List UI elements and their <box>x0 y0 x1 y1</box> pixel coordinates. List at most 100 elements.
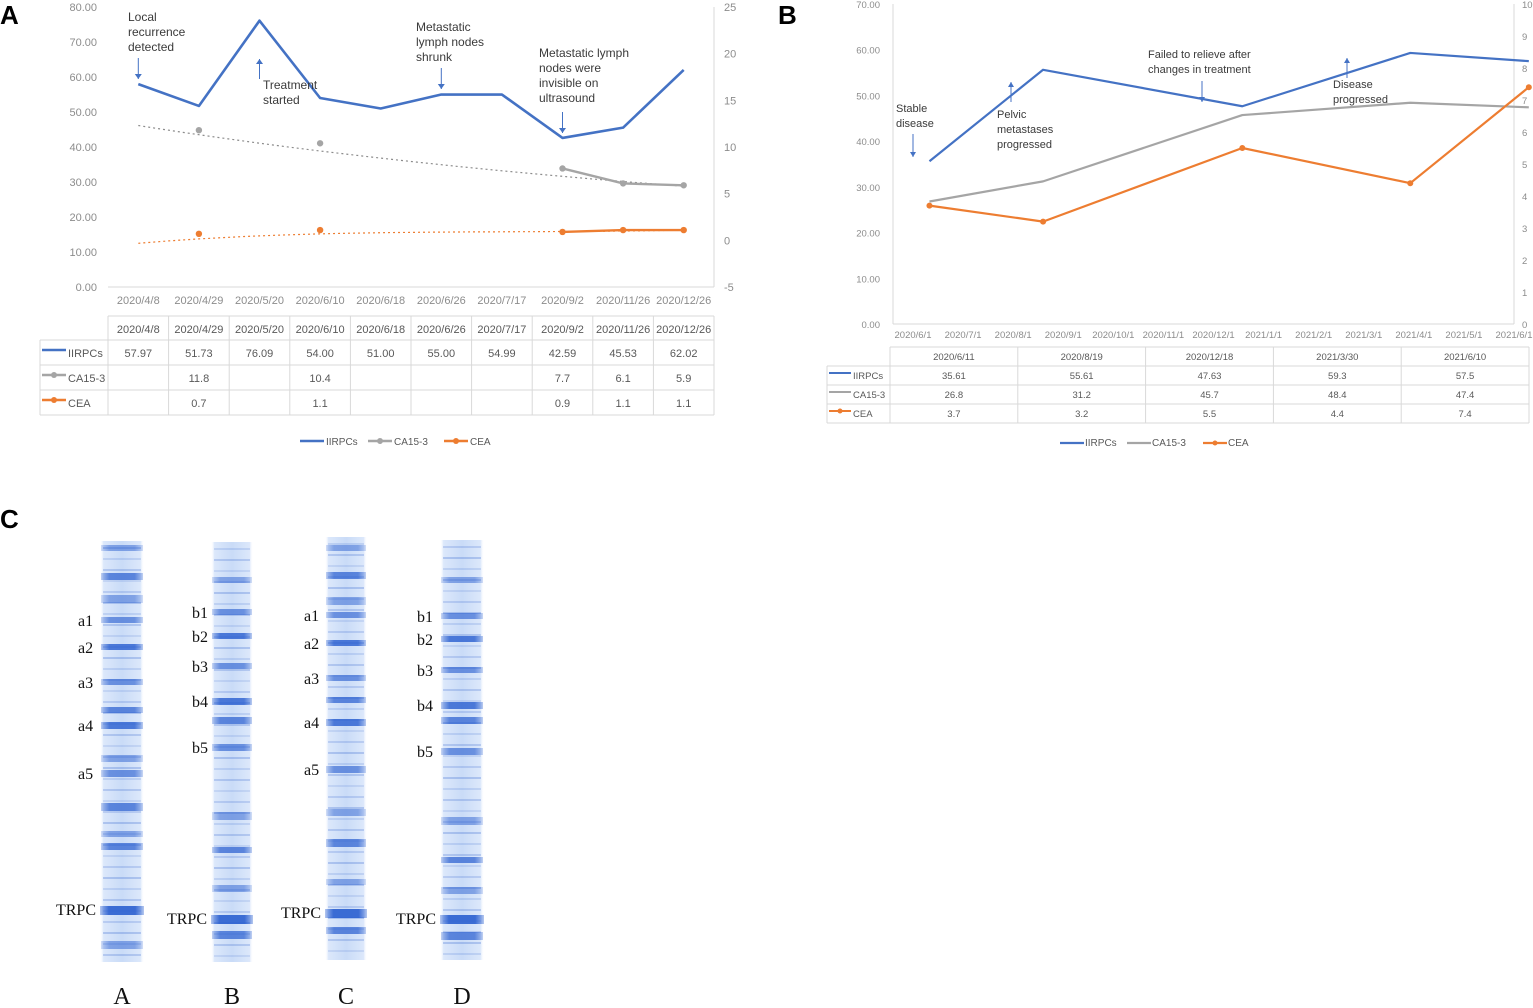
x-tick-label: 2020/6/1 <box>895 330 932 341</box>
panel-a-ticks: 0.00 10.00 20.00 30.00 40.00 50.00 60.00 70.00 8… <box>69 2 736 307</box>
gel-band-label: b1 <box>417 609 433 626</box>
cea-point <box>1407 180 1414 187</box>
table-header-cell: 2020/4/29 <box>174 324 223 336</box>
table-cell: 7.7 <box>555 373 570 385</box>
gel-band <box>212 698 252 705</box>
right-tick-label: 20 <box>724 49 736 61</box>
gel-band <box>441 887 483 894</box>
gel-band <box>101 707 143 713</box>
gel-band-label: a5 <box>304 762 319 779</box>
annotation-text: Disease <box>1333 79 1373 91</box>
gel-faint-band <box>443 832 481 834</box>
annotation-text: Treatment <box>263 78 318 92</box>
gel-faint-band <box>214 790 250 792</box>
left-tick-label: 70.00 <box>856 0 880 11</box>
gel-faint-band <box>103 701 141 703</box>
panel-c-gel: a1 a2 a3 a4 a5 TRPC Ab1 b2 b3 b4 b5 TRPC Ba1 a2 a3 a4 a5… <box>56 537 484 1008</box>
gel-lane-label: B <box>224 984 240 1008</box>
gel-faint-band <box>103 591 141 593</box>
gel-faint-band <box>103 734 141 736</box>
gel-faint-band <box>443 623 481 625</box>
right-tick-label: 9 <box>1522 32 1527 43</box>
gel-band-label: a2 <box>78 640 93 657</box>
gel-faint-band <box>214 548 250 550</box>
table-cell: 55.61 <box>1070 371 1094 382</box>
gel-band <box>212 812 252 820</box>
annotation-text: disease <box>896 118 934 130</box>
gel-faint-band <box>328 807 364 809</box>
gel-faint-band <box>103 558 141 560</box>
legend-label: CA15-3 <box>1152 438 1186 449</box>
gel-trpc-label: TRPC <box>396 911 436 928</box>
table-cell: 55.00 <box>428 348 456 360</box>
right-tick-label: 8 <box>1522 64 1527 75</box>
gel-band <box>212 847 252 853</box>
gel-band <box>101 941 143 949</box>
gel-faint-band <box>443 843 481 845</box>
gel-faint-band <box>103 778 141 780</box>
annotation-text: Stable <box>896 103 927 115</box>
gel-faint-band <box>103 932 141 934</box>
panel-c: C a1 a2 a3 a4 a5 TRPC Ab1 b2 b3 b4 b5 TRPC Ba1 a2 a3 a4… <box>0 504 484 1008</box>
gel-band <box>441 613 483 619</box>
annotation: Disease progressed <box>1333 58 1388 106</box>
annotation-text: changes in treatment <box>1148 64 1251 76</box>
gel-band <box>326 612 366 618</box>
gel-band <box>441 577 483 583</box>
panel-b-legend: IIRPCs CA15-3 CEA <box>1060 438 1249 449</box>
gel-band-label: b5 <box>417 744 433 761</box>
table-cell: 57.97 <box>125 348 153 360</box>
gel-faint-band <box>328 950 364 952</box>
gel-faint-band <box>443 645 481 647</box>
annotation-arrowhead <box>559 128 566 133</box>
gel-faint-band <box>328 664 364 666</box>
x-tick-label: 2020/6/10 <box>296 295 345 307</box>
gel-faint-band <box>328 653 364 655</box>
table-legend-marker <box>837 408 843 414</box>
right-tick-label: 6 <box>1522 128 1527 139</box>
table-header-cell: 2020/11/26 <box>596 324 650 336</box>
cea-point <box>926 202 933 209</box>
gel-faint-band <box>103 613 141 615</box>
annotation-text: lymph nodes <box>416 35 484 49</box>
gel-faint-band <box>443 557 481 559</box>
left-tick-label: 40.00 <box>69 142 97 154</box>
right-tick-label: 2 <box>1522 256 1527 267</box>
gel-band-label: a3 <box>304 671 319 688</box>
gel-trpc-label: TRPC <box>167 911 207 928</box>
gel-faint-band <box>328 752 364 754</box>
gel-faint-band <box>103 789 141 791</box>
panel-c-label: C <box>0 504 19 534</box>
left-tick-label: 10.00 <box>69 247 97 259</box>
x-tick-label: 2020/12/1 <box>1192 330 1234 341</box>
left-tick-label: 60.00 <box>856 46 880 57</box>
gel-faint-band <box>214 779 250 781</box>
gel-faint-band <box>103 888 141 890</box>
gel-faint-band <box>328 730 364 732</box>
ca15-3-line <box>929 101 1529 203</box>
panel-b-grid <box>892 4 1515 325</box>
gel-faint-band <box>103 580 141 582</box>
annotation-arrowhead <box>1199 97 1205 102</box>
panel-a-grid <box>108 7 715 288</box>
cea-point <box>1040 218 1047 225</box>
gel-band <box>326 719 366 726</box>
annotation-arrowhead <box>256 59 263 64</box>
table-cell: 54.99 <box>488 348 516 360</box>
gel-lane-label: C <box>338 984 354 1008</box>
gel-faint-band <box>103 921 141 923</box>
annotation-text: Failed to relieve after <box>1148 49 1251 61</box>
gel-faint-band <box>443 601 481 603</box>
right-tick-label: 3 <box>1522 224 1527 235</box>
table-cell: 45.53 <box>609 348 637 360</box>
table-cell: 5.9 <box>676 373 691 385</box>
gel-band <box>101 831 143 837</box>
gel-faint-band <box>443 634 481 636</box>
table-cell: 47.4 <box>1456 390 1475 401</box>
table-cell: 76.09 <box>246 348 274 360</box>
annotation-text: invisible on <box>539 76 598 90</box>
table-header-cell: 2020/12/26 <box>656 324 711 336</box>
table-cell: 1.1 <box>615 398 630 410</box>
table-cell: 4.4 <box>1331 409 1344 420</box>
